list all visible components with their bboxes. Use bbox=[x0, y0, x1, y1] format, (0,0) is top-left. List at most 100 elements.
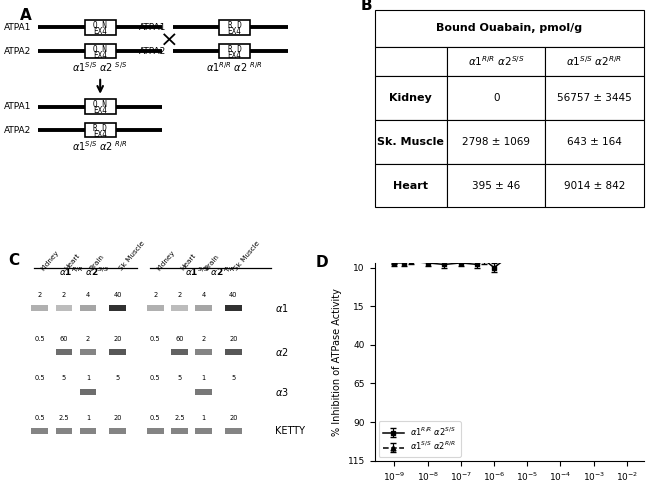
Text: 4: 4 bbox=[86, 292, 90, 298]
Bar bbox=[109, 349, 126, 355]
Text: 20: 20 bbox=[113, 336, 122, 342]
Text: 2: 2 bbox=[177, 292, 181, 298]
Bar bbox=[374, 76, 447, 120]
Text: R D: R D bbox=[227, 21, 242, 30]
Bar bbox=[109, 428, 126, 434]
Bar bbox=[545, 164, 644, 207]
Text: Sk Muscle: Sk Muscle bbox=[233, 240, 261, 272]
Text: ATPA2: ATPA2 bbox=[139, 47, 166, 56]
Bar bbox=[447, 164, 545, 207]
Bar bbox=[225, 349, 242, 355]
Bar bbox=[55, 349, 72, 355]
Text: 1: 1 bbox=[202, 375, 206, 381]
Text: $\alpha$1$^{S/S}$ $\alpha$2$^{R/R}$: $\alpha$1$^{S/S}$ $\alpha$2$^{R/R}$ bbox=[566, 55, 623, 69]
Text: A: A bbox=[20, 8, 31, 23]
Bar bbox=[171, 428, 188, 434]
Text: Heart: Heart bbox=[64, 252, 81, 272]
Text: 1: 1 bbox=[86, 375, 90, 381]
Bar bbox=[147, 349, 164, 355]
Bar bbox=[225, 428, 242, 434]
Text: 0.5: 0.5 bbox=[150, 375, 161, 381]
Bar bbox=[374, 47, 447, 76]
Bar bbox=[545, 76, 644, 120]
Bar bbox=[84, 99, 116, 114]
Text: 20: 20 bbox=[229, 336, 238, 342]
Bar bbox=[147, 389, 164, 395]
Text: $\times$: $\times$ bbox=[159, 29, 176, 49]
Bar bbox=[545, 120, 644, 164]
Text: $\alpha$2: $\alpha$2 bbox=[275, 346, 289, 358]
Text: $\alpha$1: $\alpha$1 bbox=[275, 302, 289, 314]
Text: Heart: Heart bbox=[393, 180, 428, 191]
Bar bbox=[31, 305, 48, 312]
Bar bbox=[31, 389, 48, 395]
Bar bbox=[109, 305, 126, 312]
Text: ATPA1: ATPA1 bbox=[5, 23, 32, 32]
Text: 2: 2 bbox=[86, 336, 90, 342]
Text: EX4: EX4 bbox=[93, 50, 107, 60]
Bar bbox=[225, 389, 242, 395]
Text: $\alpha$1$^{R/R}$ $\alpha$2$^{S/S}$: $\alpha$1$^{R/R}$ $\alpha$2$^{S/S}$ bbox=[468, 55, 525, 69]
Text: Brain: Brain bbox=[203, 253, 220, 272]
Text: 20: 20 bbox=[229, 415, 238, 421]
Text: 60: 60 bbox=[176, 336, 184, 342]
Bar bbox=[196, 389, 212, 395]
Bar bbox=[196, 305, 212, 312]
Text: 0.5: 0.5 bbox=[150, 336, 161, 342]
Text: 5: 5 bbox=[116, 375, 120, 381]
Bar bbox=[84, 123, 116, 137]
Text: Q N: Q N bbox=[93, 45, 107, 54]
Bar bbox=[31, 349, 48, 355]
Bar bbox=[374, 120, 447, 164]
Text: ATPA2: ATPA2 bbox=[5, 126, 32, 135]
Bar bbox=[219, 44, 250, 58]
Text: EX4: EX4 bbox=[227, 27, 242, 36]
Text: ATPA1: ATPA1 bbox=[5, 102, 32, 111]
Bar bbox=[109, 389, 126, 395]
Text: 20: 20 bbox=[113, 415, 122, 421]
Text: $\alpha$1$^{R/R}$ $\alpha$2 $^{R/R}$: $\alpha$1$^{R/R}$ $\alpha$2 $^{R/R}$ bbox=[206, 60, 263, 74]
Legend: $\alpha$1$^{R/R}$ $\alpha$2$^{S/S}$, $\alpha$1$^{S/S}$ $\alpha$2$^{R/R}$: $\alpha$1$^{R/R}$ $\alpha$2$^{S/S}$, $\a… bbox=[379, 421, 461, 456]
Text: 4: 4 bbox=[202, 292, 206, 298]
Text: $\alpha$1$^{S/S}$ $\alpha$2 $^{S/S}$: $\alpha$1$^{S/S}$ $\alpha$2 $^{S/S}$ bbox=[72, 60, 128, 74]
Text: EX4: EX4 bbox=[93, 130, 107, 139]
Text: 2: 2 bbox=[62, 292, 66, 298]
Text: R D: R D bbox=[93, 124, 107, 133]
Bar bbox=[196, 349, 212, 355]
Text: Sk Muscle: Sk Muscle bbox=[118, 240, 146, 272]
Text: 9014 ± 842: 9014 ± 842 bbox=[564, 180, 625, 191]
Text: $\alpha$1$^{S/S}$ $\alpha$2 $^{R/R}$: $\alpha$1$^{S/S}$ $\alpha$2 $^{R/R}$ bbox=[72, 139, 128, 153]
Text: 0.5: 0.5 bbox=[34, 375, 45, 381]
Text: $\alpha$3: $\alpha$3 bbox=[275, 385, 289, 397]
Bar bbox=[80, 349, 96, 355]
Text: 5: 5 bbox=[177, 375, 181, 381]
Text: C: C bbox=[8, 253, 20, 268]
Text: Kidney: Kidney bbox=[40, 249, 60, 272]
Text: 40: 40 bbox=[229, 292, 238, 298]
Bar bbox=[55, 305, 72, 312]
Text: 60: 60 bbox=[60, 336, 68, 342]
Bar bbox=[374, 10, 644, 47]
Bar bbox=[225, 305, 242, 312]
Bar bbox=[147, 428, 164, 434]
Text: 395 ± 46: 395 ± 46 bbox=[472, 180, 521, 191]
Text: $\alpha$1$^{R/R}$ $\alpha$2$^{S/S}$: $\alpha$1$^{R/R}$ $\alpha$2$^{S/S}$ bbox=[58, 266, 109, 278]
Text: 2: 2 bbox=[202, 336, 206, 342]
Text: Bound Ouabain, pmol/g: Bound Ouabain, pmol/g bbox=[436, 24, 582, 34]
Bar bbox=[84, 44, 116, 58]
Bar bbox=[55, 389, 72, 395]
Text: 1: 1 bbox=[202, 415, 206, 421]
Text: EX4: EX4 bbox=[93, 27, 107, 36]
Text: Q N: Q N bbox=[93, 100, 107, 109]
Bar bbox=[447, 120, 545, 164]
Bar bbox=[171, 389, 188, 395]
Bar bbox=[80, 389, 96, 395]
Text: 0.5: 0.5 bbox=[34, 415, 45, 421]
Text: R D: R D bbox=[227, 45, 242, 54]
Text: 2: 2 bbox=[38, 292, 42, 298]
Text: Kidney: Kidney bbox=[389, 93, 432, 103]
Bar bbox=[545, 47, 644, 76]
Text: Heart: Heart bbox=[179, 252, 197, 272]
Text: ATPA1: ATPA1 bbox=[138, 23, 166, 32]
Text: 5: 5 bbox=[62, 375, 66, 381]
